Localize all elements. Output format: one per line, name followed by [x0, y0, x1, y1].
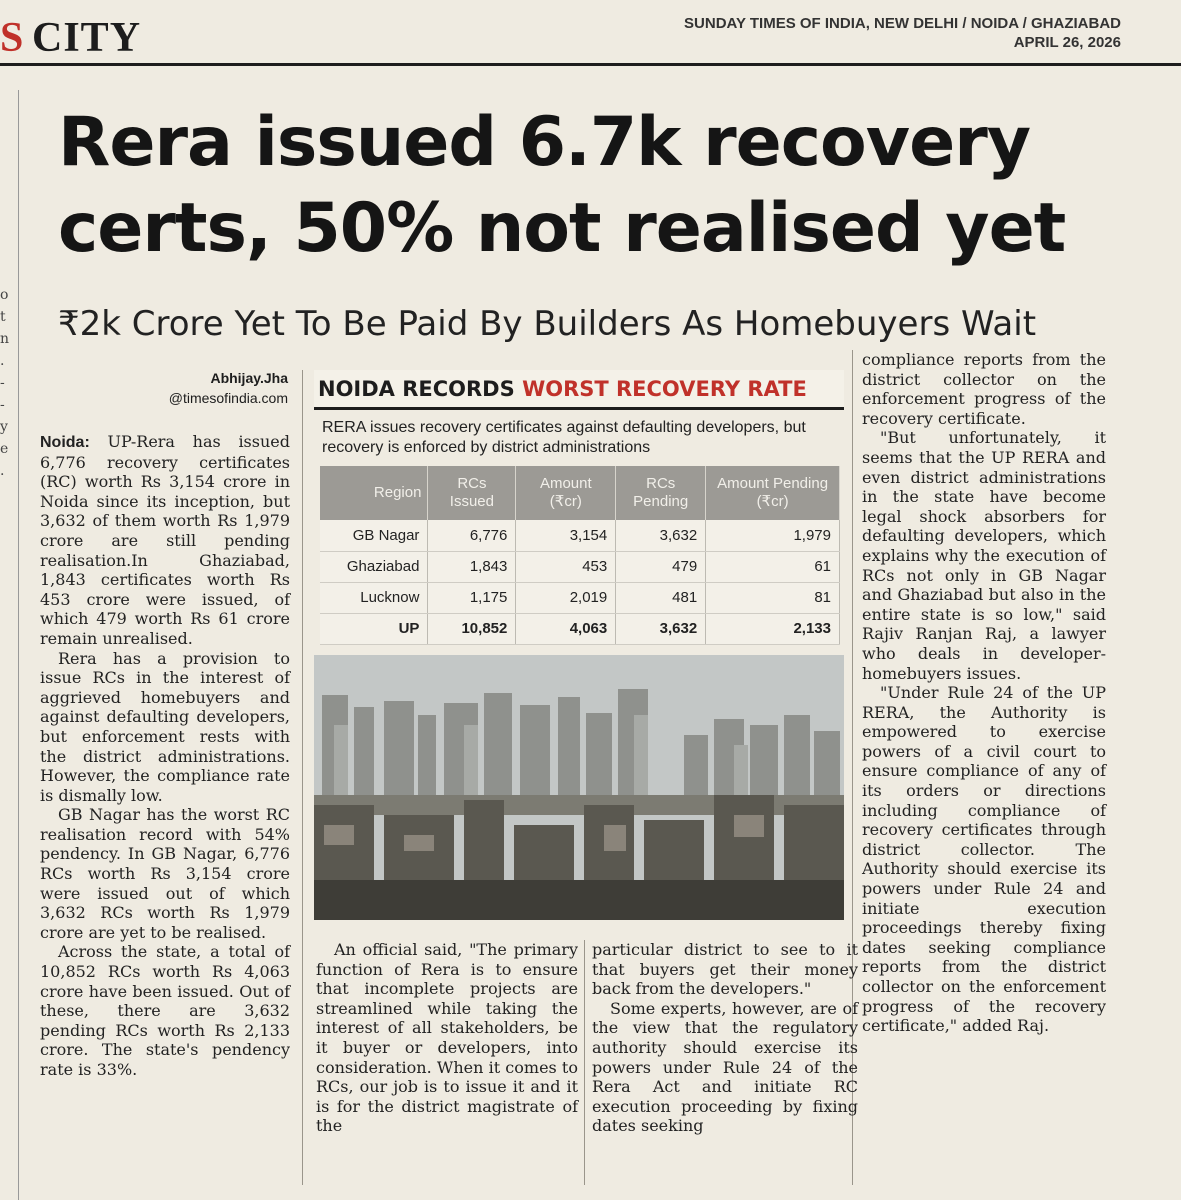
section-name: CITY	[32, 15, 142, 61]
table-cell: 6,776	[427, 520, 517, 552]
column-rule	[852, 350, 853, 1185]
masthead: S CITY SUNDAY TIMES OF INDIA, NEW DELHI …	[0, 0, 1181, 66]
subheadline: ₹2k Crore Yet To Be Paid By Builders As …	[58, 304, 1037, 344]
headline: Rera issued 6.7k recovery certs, 50% not…	[58, 103, 1066, 268]
infographic-title-red: WORST RECOVERY RATE	[522, 377, 807, 401]
byline: Abhijay.Jha @timesofindia.com	[88, 368, 288, 408]
article-column-right: compliance reports from the district col…	[862, 350, 1106, 1036]
table-cell: 479	[615, 551, 707, 583]
table-cell: 3,632	[615, 613, 707, 645]
table-row: Ghaziabad 1,843 453 479 61	[320, 551, 840, 583]
author-name: Abhijay.Jha	[210, 370, 288, 386]
table-cell: 4,063	[515, 613, 617, 645]
article-column-middle-1: An official said, "The primary function …	[316, 940, 578, 1136]
edition-info: SUNDAY TIMES OF INDIA, NEW DELHI / NOIDA…	[684, 14, 1121, 52]
table-cell: 3,632	[615, 520, 707, 552]
table-cell: 81	[705, 582, 840, 614]
column-header: Amount (₹cr)	[515, 466, 617, 520]
edition-date: APRIL 26, 2026	[1013, 34, 1121, 51]
article-paragraph: "But unfortunately, it seems that the UP…	[862, 428, 1106, 683]
column-header: Region	[320, 466, 429, 520]
skyline-illustration	[314, 655, 844, 920]
dateline: Noida:	[40, 434, 90, 451]
column-header: Amount Pending (₹cr)	[705, 466, 840, 520]
table-cell: Ghaziabad	[320, 551, 429, 583]
article-paragraph: compliance reports from the district col…	[862, 350, 1106, 428]
article-paragraph: Some experts, however, are of the view t…	[592, 998, 858, 1136]
table-row: Lucknow 1,175 2,019 481 81	[320, 582, 840, 614]
infographic-title-black: NOIDA RECORDS	[318, 377, 523, 401]
table-cell: UP	[320, 613, 429, 645]
article-paragraph: Across the state, a total of 10,852 RCs …	[40, 942, 290, 1079]
article-paragraph: Noida: UP-Rera has issued 6,776 recovery…	[40, 432, 290, 649]
article-paragraph: Rera has a provision to issue RCs in the…	[40, 648, 290, 805]
article-paragraph: "Under Rule 24 of the UP RERA, the Autho…	[862, 683, 1106, 1036]
section-letter: S	[0, 15, 24, 61]
infographic-note: RERA issues recovery certificates agains…	[322, 419, 806, 456]
article-column-middle-2: particular district to see to it that bu…	[592, 940, 858, 1136]
table-cell: GB Nagar	[320, 520, 429, 552]
left-edge-rule	[18, 90, 19, 1200]
table-cell: 1,979	[705, 520, 840, 552]
table-cell: 481	[615, 582, 707, 614]
table-row: GB Nagar 6,776 3,154 3,632 1,979	[320, 520, 840, 552]
article-paragraph: particular district to see to it that bu…	[592, 940, 858, 999]
table-cell: 1,175	[427, 582, 517, 614]
column-rule	[584, 940, 585, 1185]
table-cell: 1,843	[427, 551, 517, 583]
edition-line: SUNDAY TIMES OF INDIA, NEW DELHI / NOIDA…	[684, 15, 1121, 32]
skyline-photo	[314, 655, 844, 920]
column-rule	[302, 370, 303, 1185]
recovery-table: Region RCs Issued Amount (₹cr) RCs Pendi…	[320, 466, 840, 645]
table-cell: 453	[515, 551, 617, 583]
table-header-row: Region RCs Issued Amount (₹cr) RCs Pendi…	[320, 466, 840, 520]
paragraph-text: UP-Rera has issued 6,776 recovery certif…	[40, 432, 290, 648]
table-cell: 2,133	[705, 613, 840, 645]
adjacent-column-fragment: o t n . - - y e .	[0, 287, 10, 479]
article-column-left: Noida: UP-Rera has issued 6,776 recovery…	[40, 432, 290, 1080]
article-paragraph: GB Nagar has the worst RC realisation re…	[40, 805, 290, 942]
infographic: NOIDA RECORDS WORST RECOVERY RATE RERA i…	[314, 370, 844, 920]
table-cell: 61	[705, 551, 840, 583]
table-cell: 3,154	[515, 520, 617, 552]
author-handle: @timesofindia.com	[168, 390, 288, 406]
column-header: RCs Issued	[427, 466, 517, 520]
table-cell: Lucknow	[320, 582, 429, 614]
article-paragraph: An official said, "The primary function …	[316, 940, 578, 1136]
table-cell: 10,852	[427, 613, 517, 645]
infographic-title: NOIDA RECORDS WORST RECOVERY RATE	[314, 370, 844, 410]
table-cell: 2,019	[515, 582, 617, 614]
column-header: RCs Pending	[615, 466, 707, 520]
table-total-row: UP 10,852 4,063 3,632 2,133	[320, 613, 840, 645]
